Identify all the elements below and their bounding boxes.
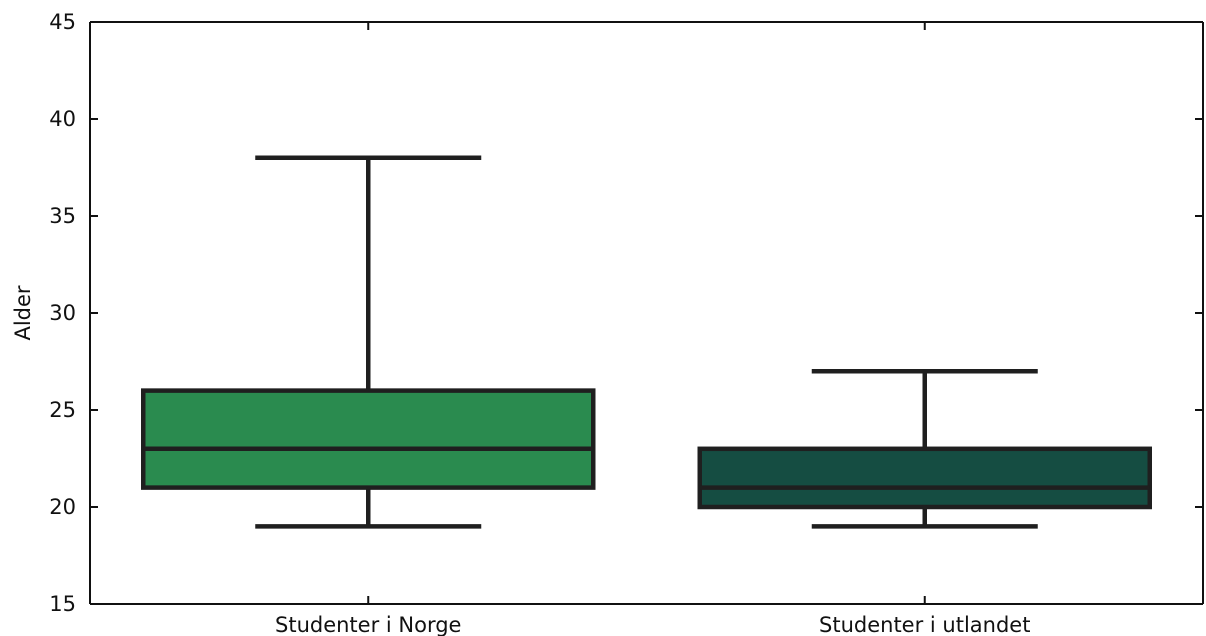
y-tick-label: 35 (49, 204, 76, 228)
iqr-box (697, 446, 1152, 510)
y-axis-label: Alder (11, 285, 35, 340)
y-tick-label: 15 (49, 592, 76, 616)
axes-layer (89, 21, 1204, 605)
y-tick-label: 20 (49, 495, 76, 519)
y-tick-label: 40 (49, 107, 76, 131)
boxes-layer (141, 155, 1152, 529)
y-tick-label: 30 (49, 301, 76, 325)
y-tick-label: 25 (49, 398, 76, 422)
box-group (697, 368, 1152, 529)
labels-layer: 15 20 25 30 35 40 45 Studenter i Norge Studenter… (11, 10, 1030, 636)
iqr-box (141, 388, 596, 490)
x-tick-label: Studenter i Norge (275, 613, 461, 636)
x-tick-label: Studenter i utlandet (819, 613, 1030, 636)
box-group (141, 155, 596, 529)
y-tick-label: 45 (49, 10, 76, 34)
